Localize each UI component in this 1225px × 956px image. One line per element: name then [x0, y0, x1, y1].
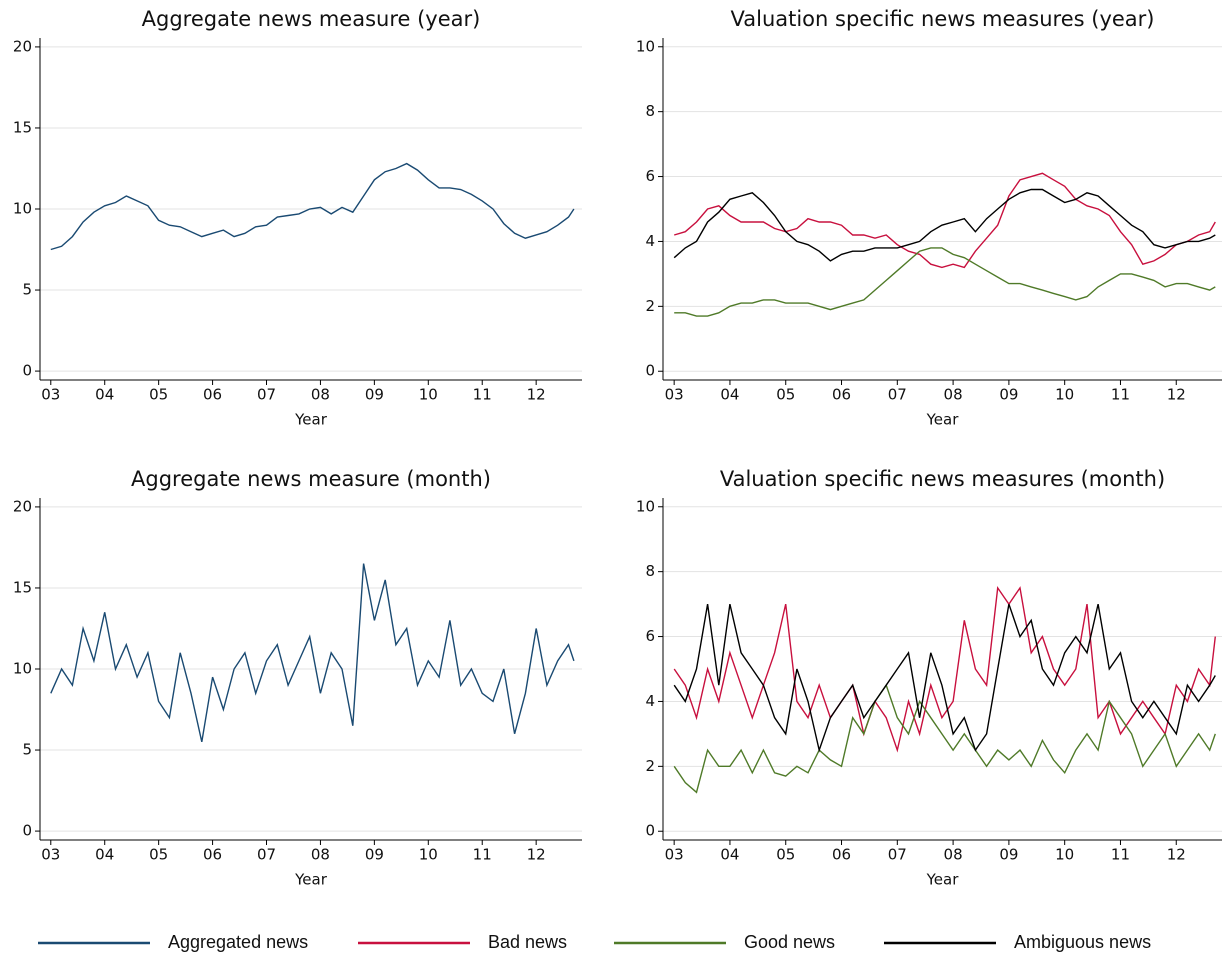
- series-line: [674, 247, 1216, 317]
- x-tick-label: 12: [1167, 846, 1186, 864]
- y-tick-label: 4: [645, 692, 655, 710]
- y-tick-label: 0: [645, 362, 655, 380]
- x-tick-label: 10: [1055, 846, 1074, 864]
- legend-label: Aggregated news: [168, 932, 308, 952]
- legend-label: Good news: [744, 932, 835, 952]
- x-tick-label: 05: [149, 386, 168, 404]
- x-tick-label: 03: [665, 386, 684, 404]
- series-line: [50, 162, 575, 251]
- y-tick-label: 0: [22, 822, 32, 840]
- x-tick-label: 08: [944, 386, 963, 404]
- x-tick-label: 07: [888, 386, 907, 404]
- y-tick-label: 8: [645, 102, 655, 120]
- y-tick-label: 15: [13, 118, 32, 136]
- series-line: [50, 563, 575, 743]
- chart-title: Valuation specific news measures (month): [720, 467, 1165, 491]
- x-tick-label: 07: [257, 846, 276, 864]
- series-line: [673, 585, 1216, 753]
- x-tick-label: 11: [473, 846, 492, 864]
- series-line: [673, 603, 1216, 753]
- x-tick-label: 05: [776, 846, 795, 864]
- series-line: [673, 188, 1216, 262]
- x-tick-label: 12: [527, 386, 546, 404]
- chart-title: Valuation specific news measures (year): [731, 7, 1155, 31]
- x-tick-label: 08: [311, 846, 330, 864]
- x-axis-label: Year: [926, 871, 960, 889]
- x-axis-label: Year: [294, 411, 328, 429]
- y-tick-label: 2: [645, 757, 655, 775]
- x-tick-label: 06: [832, 386, 851, 404]
- x-tick-label: 10: [1055, 386, 1074, 404]
- x-tick-label: 07: [888, 846, 907, 864]
- x-tick-label: 09: [365, 846, 384, 864]
- chart-title: Aggregate news measure (month): [131, 467, 491, 491]
- x-tick-label: 09: [999, 846, 1018, 864]
- x-tick-label: 08: [944, 846, 963, 864]
- x-tick-label: 09: [999, 386, 1018, 404]
- x-tick-label: 06: [832, 846, 851, 864]
- y-tick-label: 5: [22, 281, 32, 299]
- x-tick-label: 09: [365, 386, 384, 404]
- y-tick-label: 15: [13, 578, 32, 596]
- y-tick-label: 6: [645, 627, 655, 645]
- y-tick-label: 10: [636, 37, 655, 55]
- x-tick-label: 10: [419, 386, 438, 404]
- x-tick-label: 11: [1111, 386, 1130, 404]
- y-tick-label: 0: [22, 362, 32, 380]
- x-tick-label: 07: [257, 386, 276, 404]
- x-tick-label: 04: [95, 846, 114, 864]
- x-tick-label: 03: [41, 846, 60, 864]
- x-axis-label: Year: [926, 411, 960, 429]
- x-tick-label: 04: [95, 386, 114, 404]
- x-tick-label: 06: [203, 846, 222, 864]
- x-tick-label: 10: [419, 846, 438, 864]
- y-tick-label: 4: [645, 232, 655, 250]
- y-tick-label: 6: [645, 167, 655, 185]
- x-tick-label: 11: [473, 386, 492, 404]
- x-tick-label: 05: [149, 846, 168, 864]
- y-tick-label: 10: [636, 497, 655, 515]
- x-tick-label: 04: [720, 846, 739, 864]
- y-tick-label: 10: [13, 660, 32, 678]
- x-tick-label: 05: [776, 386, 795, 404]
- x-tick-label: 03: [665, 846, 684, 864]
- series-line: [674, 172, 1216, 269]
- x-tick-label: 03: [41, 386, 60, 404]
- y-tick-label: 20: [13, 37, 32, 55]
- x-tick-label: 08: [311, 386, 330, 404]
- y-tick-label: 10: [13, 200, 32, 218]
- x-tick-label: 06: [203, 386, 222, 404]
- y-tick-label: 5: [22, 741, 32, 759]
- x-tick-label: 04: [720, 386, 739, 404]
- x-tick-label: 11: [1111, 846, 1130, 864]
- legend-label: Ambiguous news: [1014, 932, 1151, 952]
- y-tick-label: 20: [13, 497, 32, 515]
- y-tick-label: 2: [645, 297, 655, 315]
- x-tick-label: 12: [527, 846, 546, 864]
- series-line: [673, 683, 1216, 794]
- y-tick-label: 8: [645, 562, 655, 580]
- chart-title: Aggregate news measure (year): [142, 7, 481, 31]
- x-axis-label: Year: [294, 871, 328, 889]
- y-tick-label: 0: [645, 822, 655, 840]
- legend-label: Bad news: [488, 932, 567, 952]
- x-tick-label: 12: [1167, 386, 1186, 404]
